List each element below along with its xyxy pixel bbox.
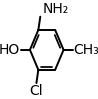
Text: Cl: Cl xyxy=(30,84,43,98)
Text: HO: HO xyxy=(0,43,20,57)
Text: CH₃: CH₃ xyxy=(73,43,98,57)
Text: NH₂: NH₂ xyxy=(42,2,69,16)
